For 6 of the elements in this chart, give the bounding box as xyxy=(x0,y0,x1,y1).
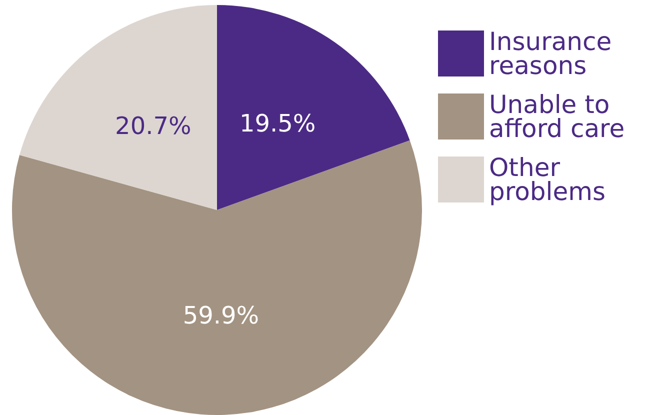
legend-label: Unable to afford care xyxy=(489,90,625,143)
data-label: 59.9% xyxy=(182,301,260,330)
legend-label: Other problems xyxy=(489,153,606,206)
data-label: 20.7% xyxy=(115,112,192,140)
data-label: 19.5% xyxy=(239,110,316,138)
legend-label: Insurance reasons xyxy=(489,27,620,80)
